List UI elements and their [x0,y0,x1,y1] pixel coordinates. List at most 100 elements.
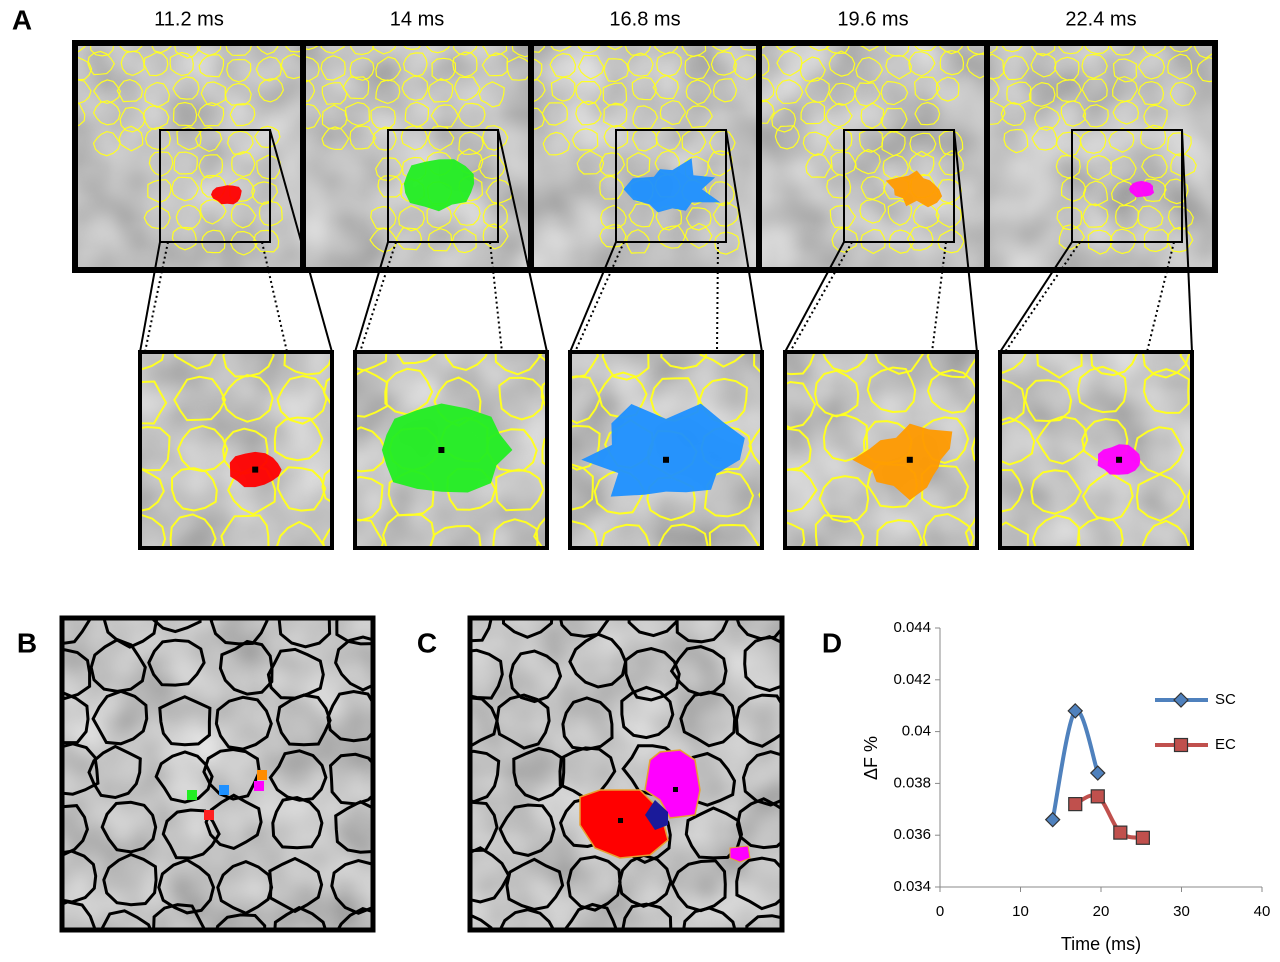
cell-outline [857,43,882,52]
cell-outline [926,572,972,617]
cell-outline [737,43,759,51]
cell-outline [521,8,545,30]
cell-outline [1179,352,1192,377]
y-tick-label: 0.042 [893,671,931,688]
cell-outline [120,50,145,77]
cell-outline [508,649,563,704]
cell-outline [1060,100,1087,127]
cell-outline [921,565,970,610]
cell-outline [257,78,285,103]
cell-outline [64,4,89,28]
cell-outline [922,512,975,548]
cell-outline [35,33,58,57]
cell-outline [1081,53,1108,79]
x-tick-label: 40 [1254,903,1271,920]
cell-outline [854,148,881,175]
cell-outline [652,74,680,100]
cell-outline [799,3,823,27]
marker-pixel [257,770,267,780]
cell-outline [75,43,88,55]
cell-outline [1185,572,1234,616]
cell-outline [993,6,1017,28]
cell-outline [478,81,505,108]
center-dot [252,466,259,473]
image-border [998,350,1194,550]
cell-outline [657,523,709,548]
cell-outline [230,203,257,229]
cell-outline [570,424,601,471]
cell-outline [1196,56,1215,83]
cell-outline [1142,368,1190,414]
image [785,352,977,610]
cell-outline [759,77,775,102]
cell-outline [566,855,622,912]
cell-outline [167,559,217,604]
cell-outline [0,541,33,594]
cell-outline [279,273,325,318]
cell-outline [570,520,599,548]
cell-outline [1108,127,1135,153]
cell-outline [276,559,327,603]
cell-outline [334,800,373,854]
cell-outline [820,565,870,609]
cell-outline [221,373,274,423]
cell-outline [291,7,317,30]
cell-outline [33,82,58,105]
cell-outline [750,4,777,27]
cell-outline [482,223,509,250]
zoom-box [387,129,499,243]
y-tick-label: 0.044 [893,619,931,636]
cell-outline [866,366,917,414]
cell-outline [703,470,755,518]
cell-outline [603,58,630,83]
cell-outline [216,859,274,915]
cell-outline [721,4,745,27]
cell-outline [1141,519,1190,548]
cell-outline [224,281,270,329]
cell-outline [89,6,116,28]
cell-outline [548,43,574,52]
cell-outline [963,8,988,32]
cell-outline [533,514,547,548]
cell-outline [142,105,170,131]
image-border [59,615,376,933]
cell-outline [775,4,801,27]
cell-outline [498,803,556,857]
cell-outline [432,561,478,603]
zoom-line [1004,241,1081,353]
cell-outline [981,560,1030,602]
cell-outline [736,7,761,31]
cell-outline [398,205,426,232]
zoom-line [574,241,625,353]
cell-outline [657,225,686,249]
cell-outline [1131,274,1180,316]
cell-outline [470,749,501,804]
cell-outline [1166,132,1192,157]
time-label: 22.4 ms [1065,8,1136,30]
zoom-line [139,241,161,353]
cell-outline [43,527,98,580]
cell-outline [395,352,438,365]
cell-outline [1028,81,1056,107]
cell-outline [1056,79,1082,103]
cell-outline [550,76,576,102]
cell-outline [87,50,116,76]
cell-outline [670,859,727,913]
cell-outline [1086,154,1113,181]
x-tick-label: 10 [1012,903,1029,920]
cell-outline [829,204,857,229]
cell-outline [427,227,453,252]
cell-outline [389,559,435,605]
cell-outline [1222,32,1246,56]
activity-blob [403,159,475,212]
cell-outline [764,1,788,25]
cell-outline [915,3,941,25]
cell-outline [785,427,812,471]
cell-outline [75,56,93,81]
cell-outline [926,352,977,379]
cell-outline [303,56,320,83]
cell-outline [283,7,308,31]
cell-outline [741,750,782,807]
cell-outline [679,690,737,748]
